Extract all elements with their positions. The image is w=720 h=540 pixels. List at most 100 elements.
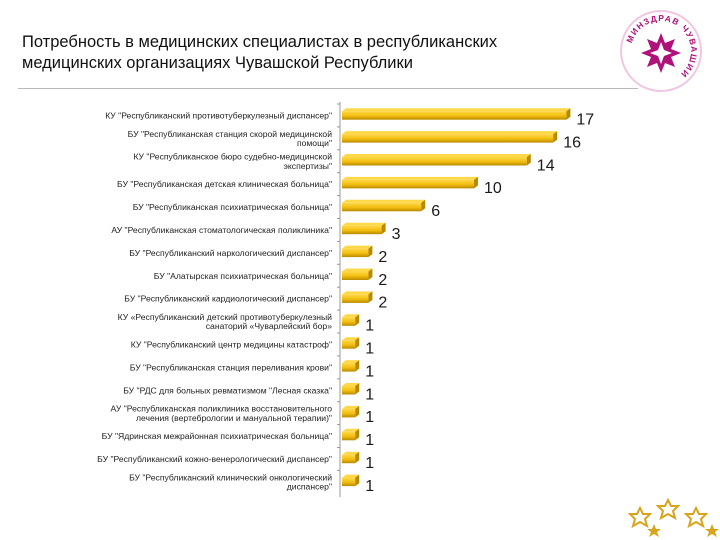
- star-icon: [705, 524, 719, 537]
- category-label-line: АУ "Республиканская стоматологическая по…: [111, 225, 332, 235]
- value-label: 1: [365, 318, 374, 335]
- page-title-line-1: Потребность в медицинских специалистах в…: [22, 33, 498, 51]
- bar: [342, 340, 356, 349]
- bar-top-face: [342, 337, 360, 341]
- page-title-line-2: медицинских организациях Чувашской Респу…: [22, 54, 413, 72]
- bar-side-face: [355, 337, 360, 349]
- category-label-line: КУ «Республиканский детский противотубер…: [118, 312, 333, 322]
- value-label: 1: [365, 363, 374, 380]
- category-label-line: КУ "Республиканский противотуберкулезный…: [105, 110, 332, 120]
- bar-side-face: [553, 131, 558, 143]
- value-label: 14: [537, 157, 555, 174]
- category-label: БУ "Республиканский клинический онкологи…: [129, 472, 332, 491]
- bar: [342, 157, 527, 166]
- bar-top-face: [342, 314, 360, 318]
- star-icon: [683, 505, 709, 529]
- bar: [342, 477, 356, 487]
- star-icon: [647, 524, 661, 537]
- bar: [342, 294, 369, 303]
- category-label-line: диспансер": [287, 481, 332, 491]
- value-label: 10: [484, 180, 502, 197]
- bar-top-face: [342, 199, 426, 203]
- logo-ring: [620, 10, 702, 92]
- bar: [342, 271, 369, 280]
- category-label: БУ "Республиканская детская клиническая …: [117, 179, 332, 189]
- category-label: БУ "Ядринская межрайонная психиатрическа…: [102, 431, 332, 441]
- bar-side-face: [355, 474, 360, 487]
- bar-top-face: [342, 360, 360, 364]
- category-label-line: БУ "Республиканский кардиологический дис…: [124, 294, 332, 304]
- bar-side-face: [355, 360, 360, 372]
- bar-side-face: [381, 222, 386, 235]
- bar-top-face: [342, 428, 360, 432]
- bar: [342, 225, 382, 235]
- category-label-line: АУ "Республиканская поликлиника восстано…: [111, 404, 333, 414]
- bar-side-face: [355, 383, 360, 395]
- category-label: КУ "Республиканский противотуберкулезный…: [105, 110, 332, 120]
- bar-side-face: [474, 176, 478, 189]
- bar: [342, 111, 567, 120]
- category-label: АУ "Республиканская стоматологическая по…: [111, 225, 332, 235]
- bar-side-face: [368, 245, 373, 258]
- bar: [342, 363, 356, 372]
- category-label-line: БУ "Ядринская межрайонная психиатрическа…: [102, 431, 332, 441]
- value-label: 2: [378, 272, 387, 289]
- category-label-line: БУ "Республиканская психиатрическая боль…: [133, 202, 332, 212]
- bar-top-face: [342, 222, 386, 226]
- value-label: 1: [365, 386, 374, 403]
- category-label: КУ "Республиканское бюро судебно-медицин…: [133, 152, 332, 171]
- bar-top-face: [342, 451, 360, 455]
- category-label-line: БУ "Алатырская психиатрическая больница": [154, 271, 332, 281]
- value-label: 1: [365, 432, 374, 449]
- bar-side-face: [355, 405, 360, 418]
- value-label: 16: [563, 134, 581, 151]
- bar-top-face: [342, 291, 373, 295]
- category-label: БУ "Республиканский кардиологический дис…: [124, 294, 332, 304]
- page-title: Потребность в медицинских специалистах в…: [22, 32, 612, 74]
- value-label: 2: [378, 295, 387, 312]
- category-label-line: экспертизы": [284, 161, 332, 171]
- bar-side-face: [355, 428, 360, 441]
- category-label: КУ «Республиканский детский противотубер…: [118, 312, 333, 331]
- category-label: БУ "Республиканская психиатрическая боль…: [133, 202, 332, 212]
- category-label-line: санаторий «Чуварлейский бор»: [206, 321, 332, 331]
- ministry-logo: МИНЗДРАВ ЧУВАШИИ: [620, 10, 702, 92]
- logo-emblem-icon: [641, 33, 681, 73]
- category-label: БУ "Республиканский кожно-венерологическ…: [97, 454, 332, 464]
- category-label: БУ "Алатырская психиатрическая больница": [154, 271, 332, 281]
- category-label-line: БУ "Республиканский клинический онкологи…: [129, 472, 332, 482]
- bar-top-face: [342, 108, 571, 112]
- bar-side-face: [355, 451, 360, 464]
- bar: [342, 431, 356, 441]
- value-label: 6: [431, 203, 440, 220]
- bar-top-face: [342, 176, 478, 180]
- category-label: АУ "Республиканская поликлиника восстано…: [111, 404, 333, 423]
- bar-side-face: [566, 108, 571, 120]
- bar-side-face: [421, 199, 426, 212]
- value-label: 3: [392, 226, 401, 243]
- bar-top-face: [342, 131, 558, 135]
- decorative-stars: [628, 497, 719, 537]
- category-label-line: БУ "Республиканский наркологический дисп…: [129, 248, 332, 258]
- title-divider: [18, 88, 638, 89]
- bar: [342, 408, 356, 418]
- category-label: БУ "Республиканский наркологический дисп…: [129, 248, 332, 258]
- category-label-line: помощи": [297, 138, 332, 148]
- value-label: 2: [378, 249, 387, 266]
- category-label-line: КУ "Республиканское бюро судебно-медицин…: [133, 152, 332, 162]
- bar: [342, 202, 422, 212]
- category-label-line: КУ "Республиканский центр медицины катас…: [131, 339, 332, 349]
- bar-side-face: [526, 154, 531, 166]
- category-label: БУ "РДС для больных ревматизмом "Лесная …: [123, 385, 332, 395]
- value-label: 1: [365, 455, 374, 472]
- bar-top-face: [342, 268, 373, 272]
- star-icon: [628, 505, 653, 529]
- value-label: 1: [365, 478, 374, 495]
- bar-side-face: [355, 314, 360, 326]
- value-label: 1: [365, 340, 374, 357]
- category-label-line: БУ "Республиканский кожно-венерологическ…: [97, 454, 332, 464]
- bar: [342, 317, 356, 326]
- bar: [342, 134, 554, 143]
- category-label: БУ "Республиканская станция скорой медиц…: [128, 129, 333, 148]
